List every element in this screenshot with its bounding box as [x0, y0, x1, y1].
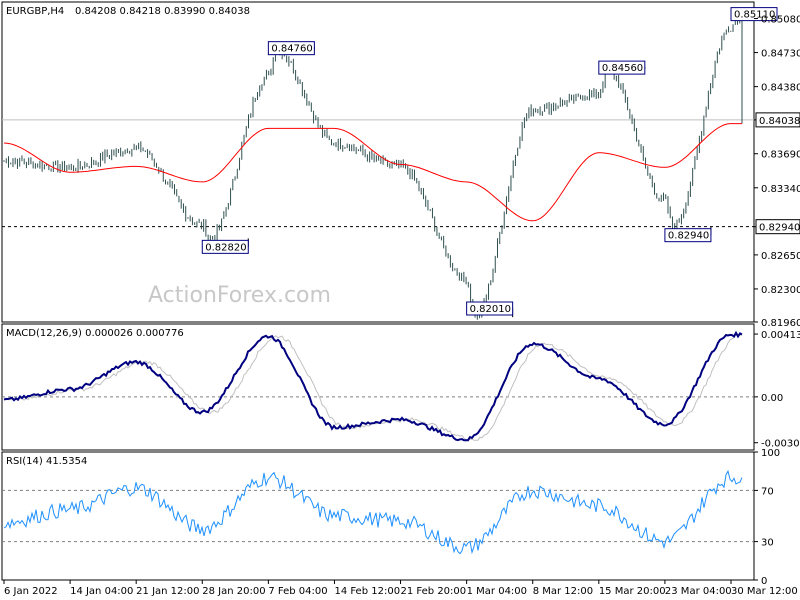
macd-pane-frame: [1, 323, 755, 451]
macd-title: MACD(12,26,9) 0.000026 0.000776: [6, 328, 184, 339]
y-tick-label: -0.00302: [761, 439, 800, 450]
x-tick-label: 21 Jan 12:00: [136, 586, 199, 597]
x-tick-label: 1 Mar 04:00: [467, 586, 527, 597]
macd-line: [3, 330, 743, 442]
x-tick-label: 14 Jan 04:00: [70, 586, 133, 597]
x-tick-label: 8 Mar 12:00: [533, 586, 593, 597]
annotation-box: [201, 239, 249, 254]
rsi-y-axis: 100 70 30 0: [754, 448, 780, 587]
y-tick-label: 0.00: [761, 393, 783, 404]
price-pane-frame: [1, 1, 755, 323]
price-tag-label: 0.82940: [759, 223, 800, 234]
annotation-label: 0.82010: [470, 304, 511, 315]
price-tag-box: [755, 112, 800, 128]
annotation-label: 0.82820: [205, 242, 246, 253]
y-tick-label: 0.84730: [761, 49, 800, 60]
symbol-label: EURGBP,H4: [6, 6, 64, 17]
rsi-pane-frame: [1, 451, 755, 581]
y-tick-label: 30: [761, 538, 774, 549]
y-tick-label: 0.82300: [761, 285, 800, 296]
x-tick-label: 28 Jan 20:00: [202, 586, 265, 597]
macd-pane: MACD(12,26,9) 0.000026 0.000776 0.004138…: [1, 323, 800, 451]
annotation-box: [466, 301, 514, 316]
annotation-box: [664, 228, 712, 243]
x-tick-label: 14 Feb 12:00: [334, 586, 400, 597]
y-tick-label: 100: [761, 448, 780, 459]
time-axis: 6 Jan 2022 14 Jan 04:00 21 Jan 12:00 28 Jan…: [3, 580, 798, 597]
annotation-label: 0.84760: [271, 44, 312, 55]
rsi-title: RSI(14) 41.5354: [6, 456, 87, 467]
annotation-box: [267, 41, 315, 56]
x-tick-label: 15 Mar 20:00: [599, 586, 666, 597]
moving-average-line: [3, 123, 742, 222]
rsi-pane: RSI(14) 41.5354 100 70 30 0: [1, 448, 780, 587]
y-tick-label: 0.81960: [761, 318, 800, 329]
y-tick-label: 0.004138: [761, 330, 800, 341]
x-tick-label: 21 Feb 20:00: [401, 586, 467, 597]
watermark: ActionForex.com: [148, 283, 331, 308]
price-tag-label: 0.84038: [759, 116, 800, 127]
rsi-line: [3, 469, 743, 555]
x-tick-label: 30 Mar 12:00: [731, 586, 798, 597]
annotation-box: [730, 7, 778, 22]
annotation-label: 0.84560: [602, 63, 643, 74]
annotation-label: 0.85110: [734, 10, 775, 21]
y-tick-label: 0.83340: [761, 184, 800, 195]
price-bars: [3, 13, 743, 320]
y-tick-label: 0.84380: [761, 83, 800, 94]
x-tick-label: 23 Mar 04:00: [665, 586, 732, 597]
price-tag-box: [755, 219, 800, 235]
price-pane: ActionForex.com 0.847600.828200.820100.8…: [1, 1, 800, 329]
ohlc-values: 0.84208 0.84218 0.83990 0.84038: [75, 6, 250, 17]
y-tick-label: 0.83690: [761, 150, 800, 161]
x-tick-label: 7 Feb 04:00: [268, 586, 327, 597]
annotation-box: [598, 60, 646, 75]
price-tags: 0.84038 0.82940: [755, 112, 800, 235]
y-tick-label: 0.82650: [761, 251, 800, 262]
x-tick-label: 6 Jan 2022: [4, 586, 58, 597]
annotation-label: 0.82940: [668, 231, 709, 242]
swing-annotations: 0.84760 0.82820 0.82010 0.84560 0.82940 0.851…: [201, 7, 778, 318]
y-tick-label: 70: [761, 486, 774, 497]
macd-y-axis: 0.004138 0.00 -0.00302: [754, 330, 800, 450]
y-tick-label: 0: [761, 576, 767, 587]
y-tick-label: 0.85080: [761, 15, 800, 26]
